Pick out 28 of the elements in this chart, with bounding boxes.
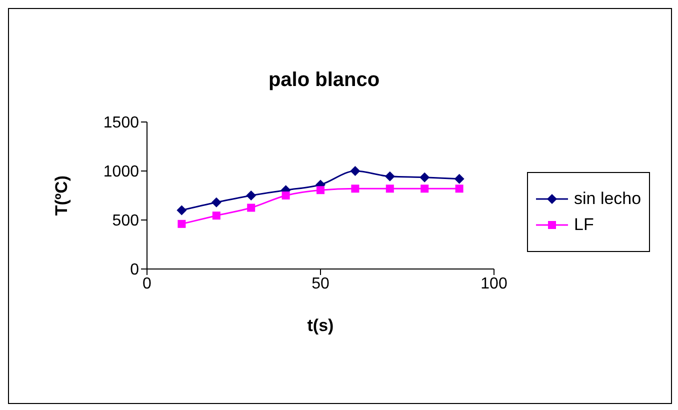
y-tick-label: 0 — [130, 262, 140, 279]
point — [316, 186, 324, 194]
y-axis-title: T(ºC) — [52, 175, 72, 216]
point — [176, 205, 187, 216]
point — [282, 192, 290, 200]
point — [454, 174, 464, 184]
y-tick-label: 1000 — [103, 164, 140, 181]
x-tick-label: 50 — [312, 275, 330, 292]
x-axis-title: t(s) — [307, 316, 334, 335]
x-tick-label: 100 — [480, 275, 508, 292]
legend-label: sin lecho — [574, 189, 642, 209]
point — [351, 184, 360, 193]
point — [455, 184, 464, 193]
x-tick-label: 0 — [142, 275, 152, 292]
y-tick-label: 1500 — [103, 114, 140, 132]
point — [211, 197, 222, 208]
point — [384, 171, 395, 182]
point — [246, 190, 256, 200]
point — [350, 166, 360, 176]
legend-label: LF — [574, 215, 594, 235]
y-tick-label: 500 — [112, 212, 140, 230]
point — [420, 172, 430, 182]
point — [212, 212, 220, 220]
point — [178, 220, 186, 228]
chart-title: palo blanco — [267, 69, 381, 92]
point — [247, 204, 256, 212]
point — [386, 184, 394, 193]
point — [420, 184, 429, 193]
